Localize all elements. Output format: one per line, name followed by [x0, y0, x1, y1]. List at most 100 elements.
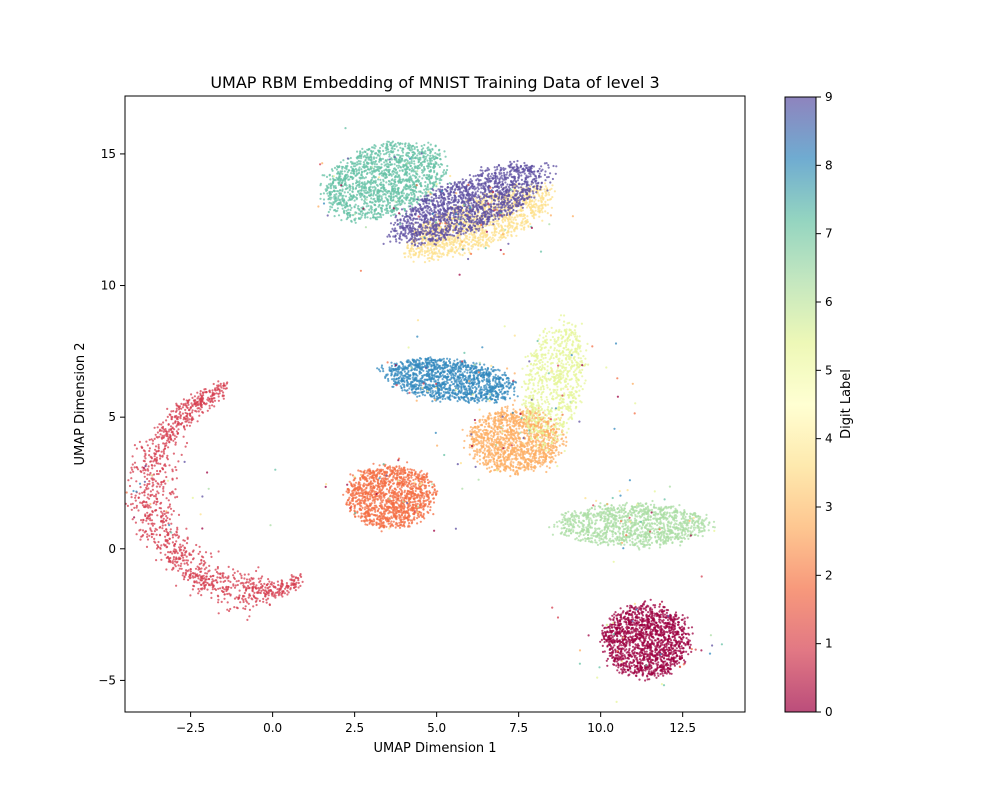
scatter-point-digit-1	[276, 588, 279, 591]
scatter-point-digit-2	[419, 471, 422, 474]
scatter-point-digit-0	[616, 618, 619, 622]
scatter-point-digit-1	[165, 515, 168, 518]
scatter-point-digit-1	[148, 438, 151, 441]
scatter-point-digit-2	[396, 502, 399, 505]
scatter-point-digit-0	[630, 655, 634, 658]
scatter-point-digit-1	[142, 459, 145, 462]
scatter-point-digit-0	[603, 650, 606, 653]
scatter-point-digit-0	[645, 605, 648, 609]
scatter-point-digit-1	[211, 389, 214, 392]
scatter-point-digit-2	[387, 483, 390, 486]
scatter-point-digit-1	[200, 567, 203, 570]
scatter-point-digit-3	[518, 440, 521, 443]
scatter-point-digit-0	[620, 644, 623, 647]
scatter-point-digit-1	[143, 472, 146, 475]
scatter-point-digit-2	[362, 484, 365, 487]
scatter-point-digit-0	[619, 634, 622, 637]
scatter-point-digit-1	[250, 576, 253, 580]
scatter-point-digit-2	[365, 507, 369, 510]
scatter-point-digit-1	[266, 587, 269, 590]
scatter-point-digit-3	[555, 448, 558, 451]
scatter-point-digit-2	[374, 506, 377, 509]
scatter-point-digit-1	[290, 579, 293, 582]
scatter-point-digit-1	[167, 511, 170, 514]
scatter-point-digit-1	[174, 466, 177, 469]
scatter-point-digit-2	[377, 482, 380, 485]
scatter-point-digit-0	[689, 643, 692, 646]
scatter-point-digit-1	[284, 587, 287, 590]
scatter-point-digit-1	[267, 590, 271, 593]
scatter-point-digit-1	[196, 565, 199, 568]
scatter-point-digit-1	[210, 596, 213, 600]
scatter-point-digit-1	[203, 586, 206, 589]
scatter-point-digit-1	[224, 576, 227, 579]
scatter-point-digit-0	[667, 655, 671, 658]
scatter-point-digit-2	[406, 490, 409, 493]
scatter-point-digit-0	[638, 608, 641, 611]
scatter-point-digit-1	[196, 400, 199, 403]
scatter-point-digit-1	[157, 472, 160, 476]
scatter-point-digit-1	[178, 567, 181, 570]
scatter-point-digit-1	[222, 576, 225, 579]
scatter-point-digit-0	[662, 616, 665, 619]
scatter-point-digit-1	[240, 574, 243, 577]
scatter-point-digit-1	[248, 615, 251, 618]
scatter-point-digit-1	[286, 585, 289, 588]
scatter-point-digit-2	[413, 500, 416, 503]
scatter-point-digit-1	[242, 600, 245, 604]
scatter-point-digit-1	[237, 579, 240, 583]
scatter-point-digit-0	[657, 650, 660, 653]
scatter-point-digit-2	[385, 470, 388, 473]
scatter-point-digit-1	[131, 518, 134, 521]
scatter-point-digit-0	[616, 632, 619, 635]
scatter-point-digit-1	[153, 437, 156, 440]
scatter-point-digit-2	[364, 516, 367, 519]
scatter-point-digit-1	[149, 519, 152, 522]
scatter-point-digit-1	[154, 509, 157, 512]
scatter-point-digit-0	[631, 611, 634, 614]
scatter-point-digit-2	[368, 518, 371, 521]
scatter-point-digit-0	[643, 601, 646, 604]
scatter-point-digit-0	[670, 647, 673, 650]
scatter-point-digit-0	[666, 642, 669, 645]
scatter-point-digit-2	[403, 522, 406, 525]
scatter-point-digit-0	[628, 626, 631, 630]
scatter-point-digit-2	[353, 494, 356, 497]
scatter-point-digit-1	[239, 601, 242, 604]
scatter-point-digit-1	[179, 564, 182, 568]
scatter-point-digit-1	[161, 519, 164, 522]
scatter-point-digit-1	[158, 423, 161, 426]
scatter-point-digit-1	[134, 521, 137, 524]
scatter-point-digit-0	[670, 672, 673, 675]
scatter-point-digit-0	[647, 660, 650, 663]
scatter-point-digit-2	[388, 501, 391, 504]
scatter-point-digit-0	[609, 631, 612, 634]
scatter-point-digit-2	[396, 485, 399, 489]
scatter-point-digit-1	[287, 591, 290, 594]
scatter-point-digit-1	[163, 464, 166, 467]
scatter-point-digit-0	[623, 620, 626, 623]
scatter-point-digit-1	[212, 397, 215, 400]
scatter-point-digit-1	[212, 585, 215, 588]
scatter-point-digit-0	[640, 649, 643, 652]
scatter-point-digit-3	[485, 422, 488, 426]
scatter-point-digit-0	[618, 658, 622, 661]
scatter-point-digit-1	[185, 441, 189, 445]
scatter-point-digit-0	[673, 637, 677, 640]
scatter-point-digit-1	[177, 536, 180, 539]
scatter-point-digit-1	[299, 584, 302, 588]
scatter-point-digit-0	[615, 614, 618, 617]
scatter-point-digit-0	[654, 660, 657, 663]
scatter-point-digit-0	[626, 668, 629, 671]
scatter-point-digit-0	[633, 656, 637, 659]
scatter-point-digit-1	[230, 586, 233, 589]
scatter-point-digit-0	[660, 648, 663, 651]
scatter-point-digit-1	[233, 571, 236, 575]
scatter-point-digit-1	[204, 561, 207, 564]
scatter-point-digit-1	[186, 417, 189, 420]
scatter-point-digit-2	[422, 475, 425, 479]
scatter-point-digit-0	[674, 622, 677, 625]
scatter-point-digit-1	[244, 597, 247, 601]
scatter-point-digit-1	[196, 581, 199, 584]
scatter-point-digit-1	[147, 465, 150, 468]
